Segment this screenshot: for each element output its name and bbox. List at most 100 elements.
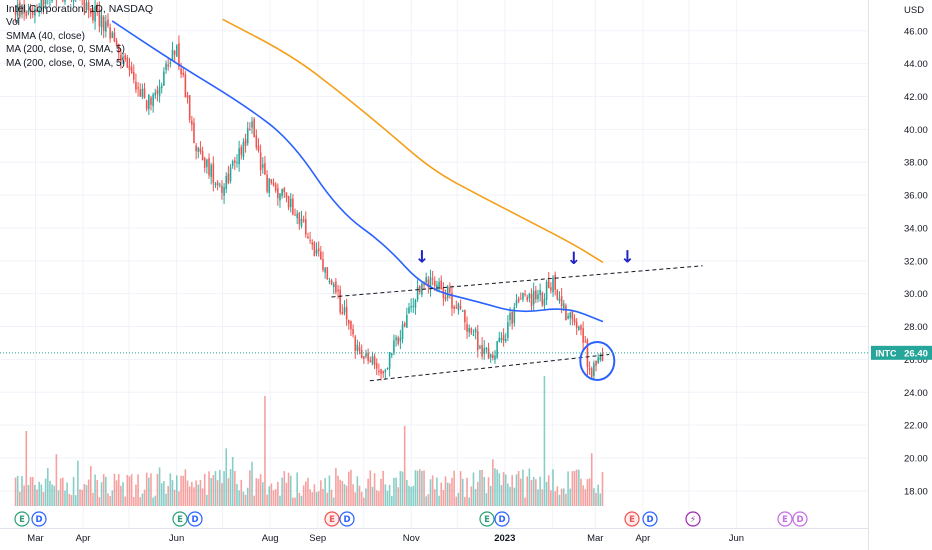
volume-bar — [584, 489, 587, 506]
candle-body — [229, 167, 232, 182]
candle-body — [102, 16, 105, 31]
volume-bar — [122, 482, 124, 506]
candle-body — [135, 81, 137, 90]
candle-body — [281, 188, 283, 196]
volume-bar — [313, 484, 316, 506]
price-tag-value-bg — [901, 345, 932, 360]
candle-body — [335, 281, 337, 293]
candle-body — [393, 340, 395, 353]
split-badge[interactable]: ⚡ — [685, 511, 701, 527]
volume-bar — [96, 480, 99, 506]
volume-bar — [126, 474, 129, 506]
candle-body — [459, 306, 462, 309]
dividend-badge[interactable]: D — [494, 511, 510, 527]
volume-bar — [154, 495, 157, 506]
volume-bar — [195, 480, 197, 506]
volume-bar — [40, 484, 43, 506]
earnings-badge[interactable]: E — [324, 511, 340, 527]
volume-bar — [92, 492, 94, 506]
dividend-badge[interactable]: D — [792, 511, 808, 527]
volume-bar — [184, 469, 187, 506]
volume-bar — [105, 476, 107, 506]
candle-body — [309, 239, 311, 241]
volume-bar — [304, 481, 307, 506]
dividend-badge[interactable]: D — [31, 511, 47, 527]
volume-bar — [416, 470, 419, 506]
volume-bar — [388, 484, 391, 506]
candle-body — [343, 307, 346, 313]
time-axis-label: Apr — [76, 533, 91, 544]
volume-bar — [287, 472, 290, 506]
candle-body — [255, 135, 258, 148]
volume-bar — [266, 494, 268, 506]
volume-bar — [395, 477, 397, 506]
volume-bar — [451, 477, 453, 506]
candle-body — [109, 27, 111, 39]
candle-body — [296, 213, 298, 219]
volume-bar — [384, 484, 387, 506]
trendline-dashed — [369, 353, 610, 382]
candle-body — [214, 183, 217, 186]
volume-bar — [479, 469, 481, 506]
candle-body — [287, 196, 290, 208]
earnings-badge[interactable]: E — [479, 511, 495, 527]
candle-body — [590, 368, 593, 378]
volume-bar — [221, 483, 223, 506]
candle-body — [208, 158, 210, 176]
volume-bar — [169, 473, 172, 506]
candle-body — [571, 310, 574, 320]
volume-bar — [455, 496, 458, 506]
volume-bar — [19, 491, 21, 506]
dividend-badge[interactable]: D — [642, 511, 658, 527]
volume-bar — [277, 481, 279, 506]
dividend-badge[interactable]: D — [339, 511, 355, 527]
candle-body — [36, 9, 38, 13]
candle-body — [504, 338, 507, 342]
earnings-badge[interactable]: E — [777, 511, 793, 527]
candle-body — [169, 62, 172, 64]
candle-body — [148, 94, 150, 110]
volume-bar — [72, 476, 75, 506]
price-axis-tick: 22.00 — [904, 421, 928, 432]
badge-circle — [792, 511, 808, 527]
candle-body — [34, 8, 36, 16]
volume-bar — [332, 497, 335, 506]
volume-bar — [298, 492, 301, 506]
candle-body — [302, 219, 305, 222]
dividend-badge[interactable]: D — [187, 511, 203, 527]
volume-bar — [595, 492, 597, 506]
price-axis-tick: 32.00 — [904, 256, 928, 267]
candle-body — [558, 298, 561, 302]
candle-body — [154, 92, 157, 96]
earnings-badge[interactable]: E — [172, 511, 188, 527]
candle-body — [403, 322, 406, 327]
badge-label: E — [19, 515, 25, 525]
volume-bar — [62, 477, 64, 506]
volume-bar — [515, 474, 518, 506]
volume-bar — [558, 494, 561, 506]
candle-body — [19, 2, 21, 17]
time-axis-label: Aug — [262, 533, 279, 544]
candle-body — [40, 0, 43, 10]
candle-body — [386, 368, 389, 370]
volume-bar — [115, 480, 118, 506]
volume-bar — [367, 478, 369, 506]
volume-bar — [309, 489, 311, 506]
candle-body — [92, 10, 94, 21]
candle-body — [401, 324, 404, 339]
candle-body — [152, 94, 154, 107]
badge-label: E — [484, 515, 490, 525]
earnings-badge[interactable]: E — [624, 511, 640, 527]
volume-bar — [165, 493, 167, 506]
candle-body — [124, 55, 126, 60]
volume-bar — [412, 485, 415, 506]
volume-bar — [429, 479, 432, 506]
earnings-badge[interactable]: E — [14, 511, 30, 527]
volume-bar — [238, 490, 240, 506]
candle-body — [178, 43, 180, 68]
price-tag-symbol-bg — [871, 345, 901, 360]
candle-body — [298, 212, 301, 224]
candle-body — [547, 280, 550, 289]
volume-bar — [83, 484, 86, 506]
